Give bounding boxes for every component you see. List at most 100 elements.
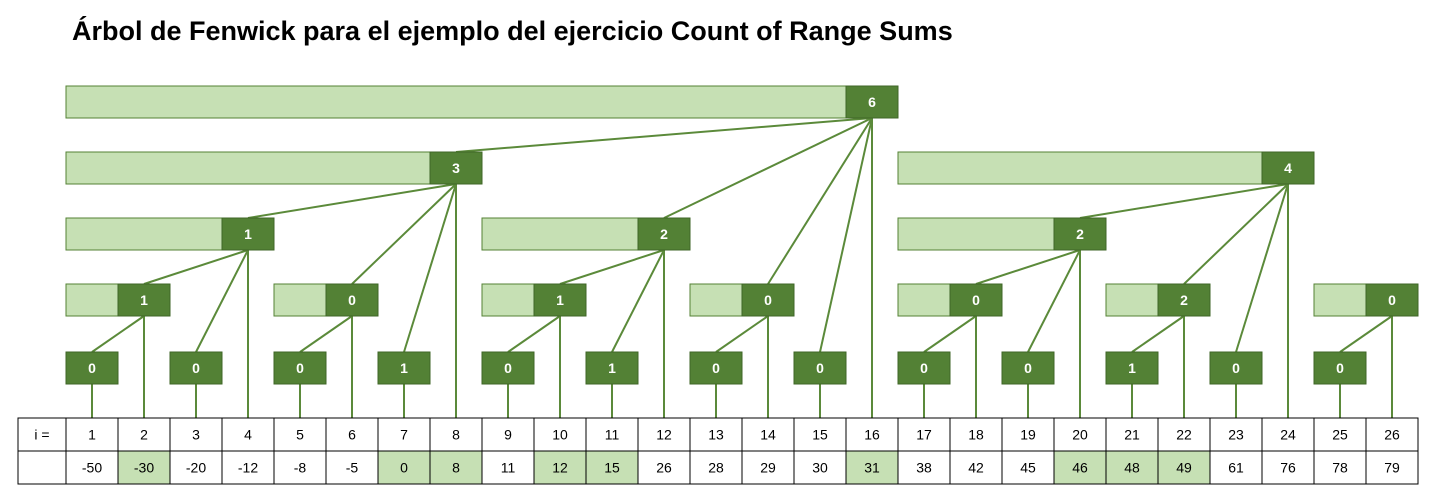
- value-cell-highlighted: [585, 450, 639, 485]
- tree-node-value: 1: [608, 360, 616, 376]
- index-number: 10: [552, 427, 568, 443]
- value-cell: [1001, 450, 1055, 485]
- index-cell: [1001, 417, 1055, 452]
- tree-node-value: 1: [400, 360, 408, 376]
- value-cell-highlighted: [533, 450, 587, 485]
- tree-node-box: [65, 351, 119, 385]
- tree-node-box: [637, 217, 691, 251]
- index-cell: [897, 417, 951, 452]
- tree-node-value: 0: [192, 360, 200, 376]
- index-number: 11: [605, 427, 620, 443]
- index-cell: [1365, 417, 1419, 452]
- edge-node-to-parent: [767, 117, 873, 285]
- tree-node-value: 0: [504, 360, 512, 376]
- index-number: 4: [244, 427, 252, 443]
- index-number: 17: [916, 427, 932, 443]
- index-number: 6: [348, 427, 356, 443]
- tree-node-value: 1: [556, 292, 564, 308]
- prefix-sum-value: 38: [916, 460, 932, 476]
- index-number: 22: [1176, 427, 1192, 443]
- tree-node-value: 3: [452, 160, 460, 176]
- index-number: 15: [812, 427, 828, 443]
- tree-node-value: 0: [712, 360, 720, 376]
- prefix-sum-value: -30: [134, 460, 154, 476]
- edge-node-to-parent: [351, 183, 457, 285]
- tree-node-box: [1261, 151, 1315, 185]
- edge-node-to-parent: [91, 315, 145, 353]
- index-cell: [325, 417, 379, 452]
- edge-node-to-parent: [1027, 249, 1081, 353]
- prefix-sum-value: 49: [1176, 460, 1192, 476]
- value-cell-highlighted: [1105, 450, 1159, 485]
- tree-node-value: 0: [920, 360, 928, 376]
- index-number: 9: [504, 427, 512, 443]
- prefix-sum-value: 48: [1124, 460, 1140, 476]
- value-cell: [897, 450, 951, 485]
- index-number: 2: [140, 427, 148, 443]
- value-cell: [637, 450, 691, 485]
- index-cell: [377, 417, 431, 452]
- node-range-bar: [897, 151, 1315, 185]
- edge-node-to-parent: [1339, 315, 1393, 353]
- tree-node-value: 2: [1180, 292, 1188, 308]
- index-number: 26: [1384, 427, 1400, 443]
- value-cell-highlighted: [429, 450, 483, 485]
- edge-node-to-parent: [403, 183, 457, 353]
- edge-node-to-parent: [663, 117, 873, 219]
- value-cell-highlighted: [845, 450, 899, 485]
- tree-node-value: 0: [816, 360, 824, 376]
- value-cell: [169, 450, 223, 485]
- tree-node-value: 1: [140, 292, 148, 308]
- tree-node-box: [1209, 351, 1263, 385]
- prefix-sum-value: 46: [1072, 460, 1088, 476]
- edge-node-to-parent: [455, 117, 873, 153]
- tree-node-box: [1053, 217, 1107, 251]
- tree-node-box: [845, 85, 899, 119]
- tree-edges: [91, 117, 1393, 418]
- prefix-sum-value: 26: [656, 460, 672, 476]
- index-number: 20: [1072, 427, 1088, 443]
- index-cell: [533, 417, 587, 452]
- prefix-sum-value: 42: [968, 460, 984, 476]
- prefix-sum-value: 28: [708, 460, 724, 476]
- tree-node-value: 0: [296, 360, 304, 376]
- prefix-sum-value: 15: [604, 460, 620, 476]
- edge-node-to-parent: [1183, 183, 1289, 285]
- prefix-sum-value: 76: [1280, 460, 1296, 476]
- index-number: 16: [864, 427, 880, 443]
- tree-node-value: 2: [660, 226, 668, 242]
- tree-node-box: [741, 283, 795, 317]
- prefix-sum-value: 61: [1228, 460, 1244, 476]
- edge-node-to-parent: [819, 117, 873, 353]
- edge-node-to-parent: [143, 249, 249, 285]
- prefix-sum-value: 78: [1332, 460, 1348, 476]
- node-range-bar: [65, 151, 483, 185]
- value-cell: [689, 450, 743, 485]
- tree-node-box: [377, 351, 431, 385]
- edge-node-to-parent: [1235, 183, 1289, 353]
- value-label-cell: [17, 450, 67, 485]
- index-value-table: i = 1 2 3 4 5 6 7 8 9 10 11 12 13 14 15 16 17 18 19 20 21 22 23…: [17, 417, 1419, 485]
- edge-node-to-parent: [195, 249, 249, 353]
- value-cell: [1365, 450, 1419, 485]
- tree-node-box: [1105, 351, 1159, 385]
- prefix-sum-value: 0: [400, 460, 408, 476]
- tree-node-value: 1: [244, 226, 252, 242]
- prefix-sum-value: -5: [346, 460, 359, 476]
- tree-node-value: 6: [868, 94, 876, 110]
- diagram-title: Árbol de Fenwick para el ejemplo del eje…: [72, 16, 953, 46]
- tree-node-box: [325, 283, 379, 317]
- edge-node-to-parent: [1131, 315, 1185, 353]
- value-cell: [221, 450, 275, 485]
- tree-node-box: [481, 351, 535, 385]
- prefix-sum-value: -8: [294, 460, 307, 476]
- index-number: 14: [760, 427, 776, 443]
- value-cell: [1261, 450, 1315, 485]
- value-cell: [741, 450, 795, 485]
- tree-node-value: 0: [1232, 360, 1240, 376]
- index-cell: [1053, 417, 1107, 452]
- index-cell: [1209, 417, 1263, 452]
- index-number: 23: [1228, 427, 1244, 443]
- index-number: 21: [1124, 427, 1140, 443]
- tree-node-box: [221, 217, 275, 251]
